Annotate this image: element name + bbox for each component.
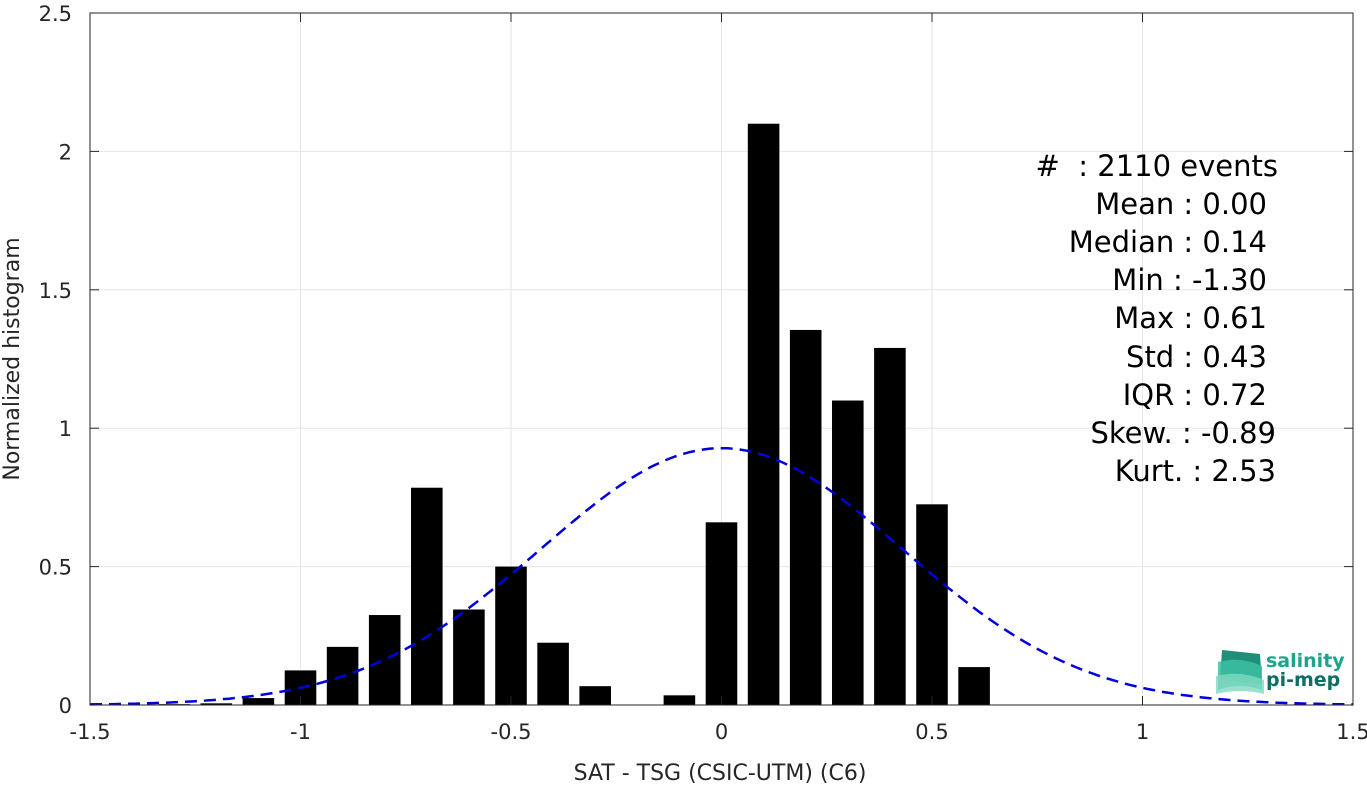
histogram-bar <box>495 566 527 705</box>
histogram-bar <box>663 695 696 705</box>
histogram-bar <box>705 522 738 705</box>
axis-ticks: -1.5 -1 -0.5 0 0.5 1 1.5 0 0.5 1 1.5 2 2.5 <box>39 2 1367 744</box>
histogram-bar <box>453 609 485 705</box>
x-tick-label: 0 <box>715 720 728 744</box>
y-tick-label: 1.5 <box>39 279 72 303</box>
histogram-bar <box>958 667 990 705</box>
x-tick-label: 0.5 <box>915 720 948 744</box>
stat-events: # : 2110 events <box>1036 149 1278 183</box>
histogram-bar <box>368 615 401 705</box>
histogram-bar <box>789 329 822 705</box>
stat-skew: Skew. : -0.89 <box>1090 416 1276 450</box>
stat-median: Median : 0.14 <box>1069 225 1267 259</box>
x-axis-label: SAT - TSG (CSIC-UTM) (C6) <box>574 761 867 785</box>
logo-text-pi-mep: pi-mep <box>1266 669 1340 691</box>
x-tick-label: 1.5 <box>1336 720 1367 744</box>
histogram-bar <box>200 703 233 705</box>
y-tick-label: 0.5 <box>39 556 72 580</box>
histogram-bar <box>747 123 780 706</box>
histogram-bar <box>832 400 864 705</box>
salinity-pi-mep-logo: salinity pi-mep <box>1216 650 1345 694</box>
histogram-bar <box>411 487 443 705</box>
histogram-bar <box>242 698 275 705</box>
logo-waves-icon <box>1216 650 1264 694</box>
gaussian-fit-curve <box>89 446 1354 706</box>
stat-std: Std : 0.43 <box>1126 340 1267 374</box>
stat-kurt: Kurt. : 2.53 <box>1115 454 1276 488</box>
logo-text-salinity: salinity <box>1266 650 1345 672</box>
y-tick-label: 0 <box>59 694 72 718</box>
stats-box: # : 2110 events Mean : 0.00 Median : 0.1… <box>1036 149 1278 488</box>
x-tick-label: -1.5 <box>70 720 111 744</box>
stat-iqr: IQR : 0.72 <box>1123 378 1267 412</box>
stat-max: Max : 0.61 <box>1114 301 1267 335</box>
y-tick-label: 2 <box>59 140 72 164</box>
y-tick-label: 2.5 <box>39 2 72 26</box>
x-tick-label: -0.5 <box>491 720 532 744</box>
stat-min: Min : -1.30 <box>1112 263 1267 297</box>
y-tick-label: 1 <box>59 417 72 441</box>
histogram-bar <box>537 642 569 705</box>
y-axis-label: Normalized histogram <box>0 237 25 480</box>
histogram-bar <box>874 347 906 705</box>
x-tick-label: -1 <box>290 720 311 744</box>
histogram-bar <box>916 504 948 705</box>
histogram-bar <box>579 686 611 705</box>
stat-mean: Mean : 0.00 <box>1095 187 1267 221</box>
x-tick-label: 1 <box>1136 720 1149 744</box>
histogram-bars <box>158 123 990 706</box>
